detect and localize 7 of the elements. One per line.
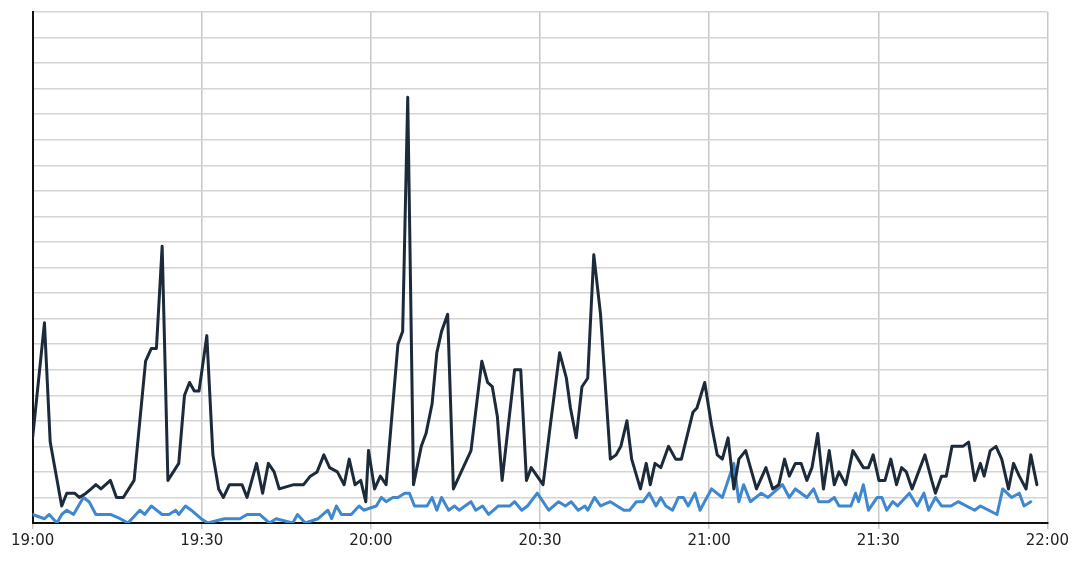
x-tick-label: 19:30	[180, 530, 224, 549]
x-tick-label: 21:00	[687, 530, 731, 549]
x-tick-label: 22:00	[1025, 530, 1069, 549]
x-tick-label: 20:00	[349, 530, 393, 549]
x-tick-label: 19:00	[11, 530, 55, 549]
x-tick-label: 20:30	[518, 530, 562, 549]
x-tick-label: 21:30	[856, 530, 900, 549]
